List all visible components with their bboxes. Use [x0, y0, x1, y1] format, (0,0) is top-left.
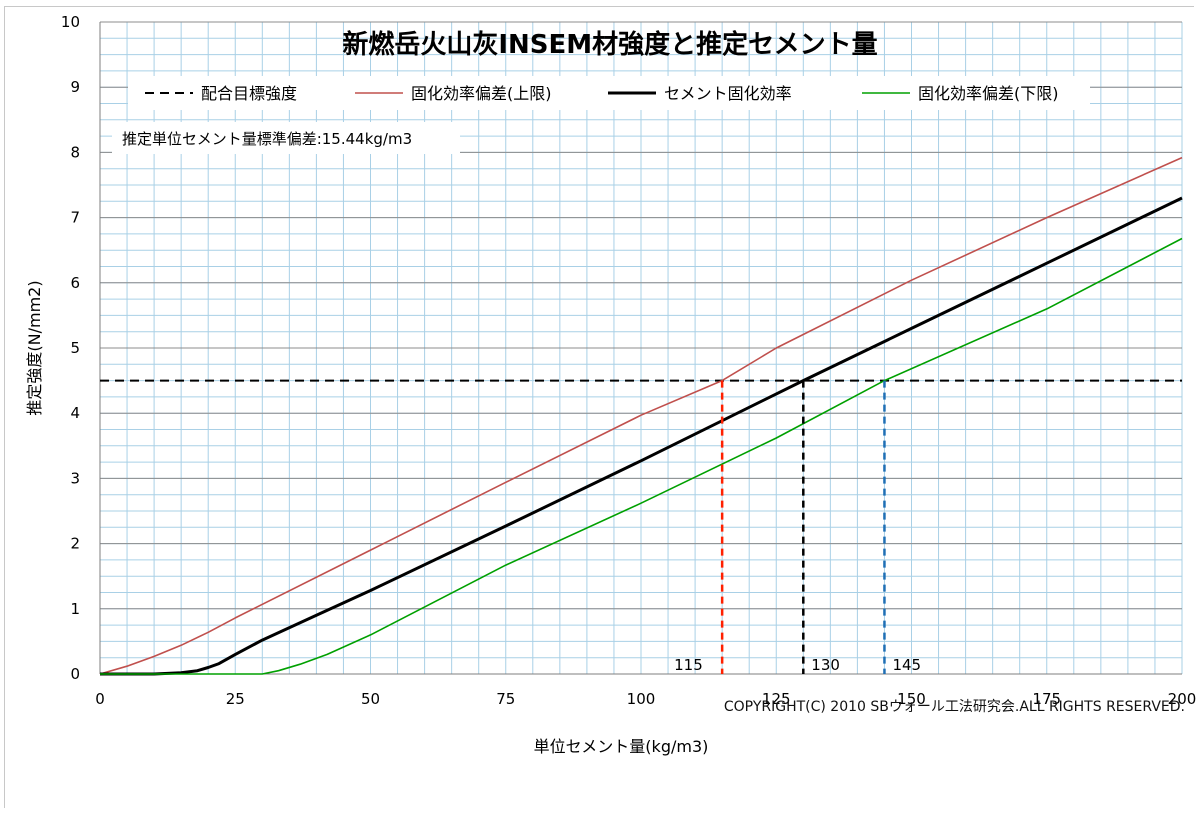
marker-label-115: 115: [674, 656, 703, 674]
series-line-1: [99, 156, 1183, 675]
x-tick-label: 125: [762, 690, 791, 708]
y-tick-label: 10: [61, 13, 80, 31]
y-tick-label: 2: [70, 535, 80, 553]
y-tick-label: 8: [70, 143, 80, 161]
x-tick-label: 50: [361, 690, 380, 708]
legend-label-2: セメント固化効率: [664, 84, 792, 103]
series-line-2: [100, 196, 1183, 676]
copyright-text: COPYRIGHT(C) 2010 SBウォール工法研究会.ALL RIGHTS…: [723, 699, 1185, 715]
marker-label-145: 145: [892, 656, 921, 674]
x-axis-title: 単位セメント量(kg/m3): [534, 737, 709, 756]
stddev-box: [112, 122, 460, 154]
x-tick-label: 0: [95, 690, 105, 708]
legend-label-1: 固化効率偏差(上限): [411, 84, 552, 103]
chart-frame: [4, 6, 1194, 808]
legend-label-3: 固化効率偏差(下限): [918, 84, 1059, 103]
legend-label-0: 配合目標強度: [201, 84, 297, 103]
chart-title: 新燃岳火山灰INSEM材強度と推定セメント量: [342, 29, 877, 60]
y-tick-label: 9: [70, 78, 80, 96]
y-tick-label: 0: [70, 665, 80, 683]
y-tick-label: 1: [70, 600, 80, 618]
x-tick-label: 200: [1168, 690, 1197, 708]
x-tick-label: 150: [897, 690, 926, 708]
x-tick-label: 25: [226, 690, 245, 708]
y-tick-label: 6: [70, 274, 80, 292]
stddev-text: 推定単位セメント量標準偏差:15.44kg/m3: [122, 130, 412, 148]
y-tick-label: 7: [70, 209, 80, 227]
marker-label-130: 130: [811, 656, 840, 674]
y-axis-title: 推定強度(N/mm2): [25, 280, 44, 415]
y-tick-label: 4: [70, 404, 80, 422]
y-tick-label: 5: [70, 339, 80, 357]
x-tick-label: 175: [1032, 690, 1061, 708]
x-tick-label: 100: [627, 690, 656, 708]
x-tick-label: 75: [496, 690, 515, 708]
series-line-3: [100, 237, 1183, 675]
y-tick-label: 3: [70, 469, 80, 487]
